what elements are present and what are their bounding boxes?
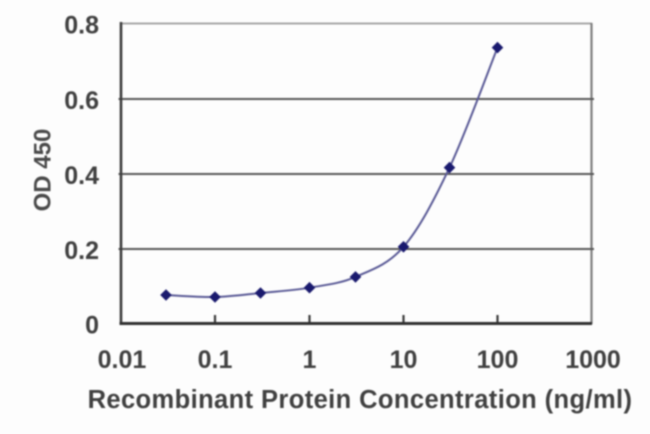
svg-text:OD 450: OD 450 — [30, 129, 57, 212]
svg-text:0.1: 0.1 — [198, 346, 233, 374]
svg-text:0.01: 0.01 — [98, 346, 147, 374]
svg-text:0.2: 0.2 — [64, 237, 99, 265]
svg-text:100: 100 — [477, 346, 519, 374]
svg-text:0: 0 — [85, 312, 99, 340]
svg-text:1000: 1000 — [565, 346, 621, 374]
svg-text:Recombinant Protein Concentrat: Recombinant Protein Concentration (ng/ml… — [88, 386, 633, 414]
svg-text:0.6: 0.6 — [64, 87, 99, 115]
svg-text:0.8: 0.8 — [64, 12, 99, 40]
svg-text:1: 1 — [303, 346, 317, 374]
svg-text:0.4: 0.4 — [64, 162, 99, 190]
svg-text:10: 10 — [390, 346, 418, 374]
